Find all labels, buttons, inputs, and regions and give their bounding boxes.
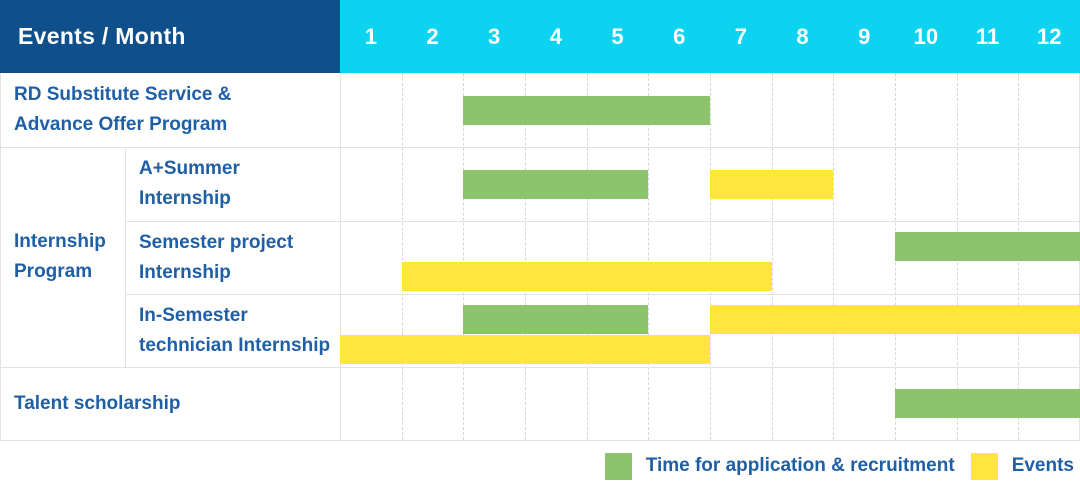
row-label-1: RD Substitute Service & Advance Offer Pro… — [14, 84, 232, 135]
gantt-bar-application-m10-m12 — [895, 389, 1080, 418]
row-separator — [0, 147, 1080, 148]
gantt-bar-events-m1-m6 — [340, 335, 710, 364]
month-gridline — [771, 73, 773, 440]
row-label-4: In-Semester technician Internship — [139, 304, 331, 356]
table-left-border — [0, 73, 1, 440]
month-header-cell-2: 2 — [426, 23, 439, 49]
events-color-swatch — [970, 452, 998, 480]
month-header-cell-4: 4 — [549, 23, 562, 49]
legend: Time for application & recruitment Event… — [0, 450, 1074, 482]
month-header-cell-7: 7 — [734, 23, 747, 49]
gantt-bar-events-m2-m7 — [401, 262, 772, 291]
month-gridline — [648, 73, 650, 440]
month-header-cell-1: 1 — [364, 23, 377, 49]
month-header-cell-11: 11 — [975, 23, 1000, 49]
gantt-bar-application-m3-m6 — [463, 95, 710, 125]
gantt-bar-application-m3-m5 — [463, 169, 649, 199]
month-gridline — [833, 73, 835, 440]
row-label-5: Talent scholarship — [14, 392, 181, 414]
group-label-internship-program: Internship Program — [14, 231, 106, 282]
table-bottom-border — [0, 440, 1080, 441]
gantt-bar-events-m7-m8 — [710, 169, 834, 199]
month-gridline — [525, 73, 526, 440]
month-header-row: 1 2 3 4 5 6 7 8 9 10 11 12 — [340, 0, 1080, 73]
month-gridline — [586, 73, 588, 440]
month-header-cell-10: 10 — [913, 23, 939, 49]
gantt-bar-application-m10-m12 — [895, 232, 1080, 261]
gantt-bar-events-m7-m12 — [710, 305, 1080, 334]
month-gridline — [463, 73, 465, 440]
month-header-cell-9: 9 — [858, 23, 871, 49]
group-subcolumn-divider — [125, 147, 126, 367]
application-color-swatch — [604, 452, 632, 480]
row-label-3: Semester project Internship — [139, 231, 294, 283]
month-header-cell-12: 12 — [1036, 23, 1062, 49]
month-header-cell-6: 6 — [673, 23, 686, 49]
legend-label-application: Time for application & recruitment — [645, 455, 955, 476]
month-gridline — [710, 73, 711, 440]
gantt-bar-application-m3-m5 — [463, 305, 649, 334]
table-title: Events / Month — [0, 0, 340, 73]
row-label-2: A+Summer Internship — [139, 158, 240, 209]
month-header-cell-8: 8 — [796, 23, 809, 49]
legend-item-application: Time for application & recruitment — [604, 452, 955, 480]
month-header-cell-5: 5 — [611, 23, 624, 49]
month-header-cell-3: 3 — [488, 23, 501, 49]
legend-item-events: Events — [970, 452, 1074, 480]
month-gridline — [401, 73, 403, 440]
row-separator — [125, 294, 1080, 295]
row-separator — [125, 221, 1080, 222]
row-separator — [0, 367, 1080, 368]
legend-label-events: Events — [1011, 455, 1074, 476]
label-grid-divider — [340, 73, 341, 440]
